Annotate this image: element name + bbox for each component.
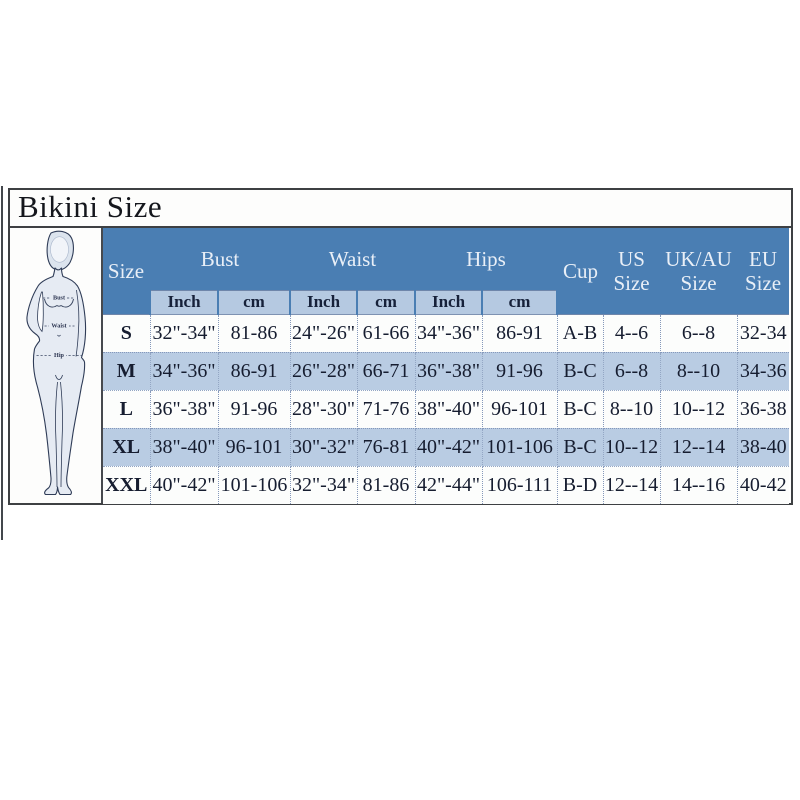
column-header-ukau-size: UK/AU Size <box>660 228 738 315</box>
size-table: Size Bust Waist Hips Cup US Size UK/AU S… <box>103 228 790 504</box>
cell-cup: A-B <box>556 314 604 353</box>
cell-bust-inch: 40"-42" <box>149 465 219 504</box>
hip-label-backing <box>52 351 66 359</box>
waist-label: Waist <box>51 323 67 330</box>
cell-hips-inch: 34"-36" <box>414 314 483 353</box>
cell-size: XXL <box>103 465 151 504</box>
page-title: Bikini Size <box>18 189 163 224</box>
cell-bust-inch: 34"-36" <box>149 351 219 391</box>
column-header-cup: Cup <box>557 228 604 315</box>
cell-ukau-size: 6--8 <box>659 314 738 353</box>
cell-waist-cm: 71-76 <box>356 389 416 429</box>
column-header-us-size: US Size <box>603 228 661 315</box>
cell-bust-inch: 38"-40" <box>149 427 219 467</box>
cell-ukau-size: 12--14 <box>659 427 738 467</box>
table-row-m: M 34"-36" 86-91 26"-28" 66-71 36"-38" 91… <box>103 351 790 391</box>
column-header-eu-size: EU Size <box>737 228 790 315</box>
column-header-hips: Hips <box>415 228 558 291</box>
left-edge-scan-line <box>1 186 3 540</box>
cell-waist-inch: 26"-28" <box>289 351 358 391</box>
cell-hips-inch: 38"-40" <box>414 389 483 429</box>
figure-bust-curves <box>44 298 74 308</box>
cell-hips-cm: 86-91 <box>481 314 558 353</box>
figure-cell: Bust Waist Hip <box>10 228 103 503</box>
cell-hips-inch: 42"-44" <box>414 465 483 504</box>
hip-label: Hip <box>54 352 65 359</box>
subheader-bust-cm: cm <box>216 290 292 315</box>
cell-ukau-size: 14--16 <box>659 465 738 504</box>
figure-arm-gap <box>37 291 44 333</box>
waist-label-backing <box>49 321 69 329</box>
female-figure-illustration: Bust Waist Hip <box>26 230 87 496</box>
cell-eu-size: 34-36 <box>736 351 790 391</box>
cell-bust-inch: 36"-38" <box>149 389 219 429</box>
column-header-size: Size <box>103 228 150 315</box>
cell-hips-inch: 36"-38" <box>414 351 483 391</box>
cell-cup: B-C <box>556 389 604 429</box>
subheader-bust-inch: Inch <box>149 290 219 315</box>
figure-inner-legs <box>55 374 63 488</box>
cell-eu-size: 32-34 <box>736 314 790 353</box>
cell-bust-cm: 91-96 <box>217 389 291 429</box>
table-row-xl: XL 38"-40" 96-101 30"-32" 76-81 40"-42" … <box>103 427 790 467</box>
table-row-s: S 32"-34" 81-86 24"-26" 61-66 34"-36" 86… <box>103 314 790 353</box>
table-row-l: L 36"-38" 91-96 28"-30" 71-76 38"-40" 96… <box>103 389 790 429</box>
cell-us-size: 12--14 <box>602 465 661 504</box>
figure-face <box>50 236 69 263</box>
cell-size: S <box>103 314 151 353</box>
cell-eu-size: 36-38 <box>736 389 790 429</box>
cell-us-size: 4--6 <box>602 314 661 353</box>
cell-waist-cm: 76-81 <box>356 427 416 467</box>
cell-hips-cm: 106-111 <box>481 465 558 504</box>
cell-hips-cm: 91-96 <box>481 351 558 391</box>
cell-ukau-size: 8--10 <box>659 351 738 391</box>
cell-waist-inch: 28"-30" <box>289 389 358 429</box>
bust-label-backing <box>51 293 67 301</box>
column-header-waist: Waist <box>290 228 416 291</box>
cell-ukau-size: 10--12 <box>659 389 738 429</box>
cell-cup: B-C <box>556 351 604 391</box>
table-wrap: Size Bust Waist Hips Cup US Size UK/AU S… <box>103 228 791 504</box>
cell-bust-cm: 101-106 <box>217 465 291 504</box>
chart-content: Bust Waist Hip Size Bust Waist <box>10 228 791 504</box>
size-chart-panel: Bikini Size <box>8 188 793 505</box>
subheader-waist-cm: cm <box>356 290 417 315</box>
table-row-xxl: XXL 40"-42" 101-106 32"-34" 81-86 42"-44… <box>103 465 790 504</box>
cell-us-size: 10--12 <box>602 427 661 467</box>
cell-hips-cm: 101-106 <box>481 427 558 467</box>
cell-size: L <box>103 389 151 429</box>
cell-waist-inch: 32"-34" <box>289 465 358 504</box>
cell-us-size: 8--10 <box>602 389 661 429</box>
cell-bust-inch: 32"-34" <box>149 314 219 353</box>
cell-size: M <box>103 351 151 391</box>
cell-hips-inch: 40"-42" <box>414 427 483 467</box>
figure-inner-arm-line <box>75 289 80 357</box>
bust-label: Bust <box>53 294 66 301</box>
header-row-main: Size Bust Waist Hips Cup US Size UK/AU S… <box>103 228 790 315</box>
title-bar: Bikini Size <box>10 190 791 228</box>
cell-eu-size: 38-40 <box>736 427 790 467</box>
column-header-bust: Bust <box>150 228 291 291</box>
cell-waist-cm: 66-71 <box>356 351 416 391</box>
cell-us-size: 6--8 <box>602 351 661 391</box>
cell-waist-inch: 30"-32" <box>289 427 358 467</box>
header-row-units: Inch cm Inch cm Inch cm <box>103 290 789 315</box>
cell-eu-size: 40-42 <box>736 465 790 504</box>
cell-cup: B-C <box>556 427 604 467</box>
cell-waist-cm: 81-86 <box>356 465 416 504</box>
cell-bust-cm: 86-91 <box>217 351 291 391</box>
subheader-hips-cm: cm <box>481 290 559 315</box>
cell-cup: B-D <box>556 465 604 504</box>
cell-bust-cm: 96-101 <box>217 427 291 467</box>
cell-waist-cm: 61-66 <box>356 314 416 353</box>
cell-waist-inch: 24"-26" <box>289 314 358 353</box>
cell-bust-cm: 81-86 <box>217 314 291 353</box>
subheader-waist-inch: Inch <box>289 290 359 315</box>
subheader-hips-inch: Inch <box>414 290 484 315</box>
figure-navel <box>57 334 61 337</box>
cell-hips-cm: 96-101 <box>481 389 558 429</box>
cell-size: XL <box>103 427 151 467</box>
